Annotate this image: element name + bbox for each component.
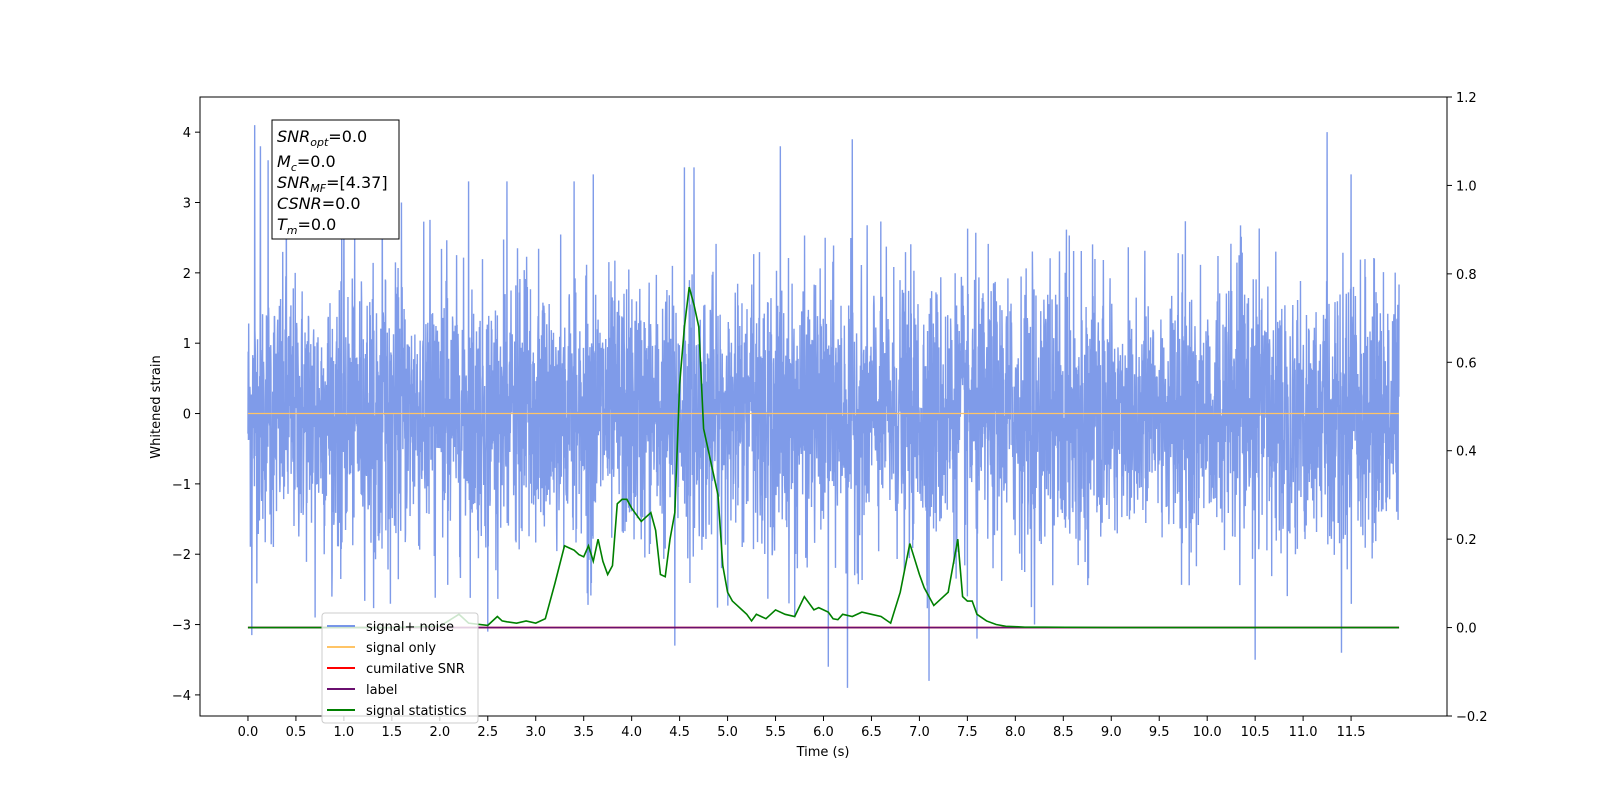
x-tick-label: 10.0: [1193, 725, 1222, 740]
annotation-tm: Tm=0.0: [277, 215, 336, 237]
y-tick-label: 2: [183, 267, 191, 282]
legend-label-signal-statistics: signal statistics: [366, 704, 467, 719]
x-tick-label: 8.0: [1005, 725, 1026, 740]
y2-tick-label: 0.0: [1456, 622, 1477, 637]
x-tick-label: 11.0: [1289, 725, 1318, 740]
x-tick-label: 1.0: [334, 725, 355, 740]
y2-tick-label: −0.2: [1456, 710, 1488, 725]
x-tick-label: 8.5: [1053, 725, 1074, 740]
x-tick-label: 2.5: [477, 725, 498, 740]
y2-tick-label: 1.0: [1456, 179, 1477, 194]
y-axis-label: Whitened strain: [149, 355, 164, 458]
y2-tick-label: 0.4: [1456, 445, 1477, 460]
y2-tick-label: 1.2: [1456, 91, 1477, 106]
x-tick-label: 9.5: [1149, 725, 1170, 740]
annotation-snr-mf: SNRMF=[4.37]: [277, 173, 388, 195]
annotation-csnr: CSNR=0.0: [277, 194, 361, 213]
x-tick-label: 9.0: [1101, 725, 1122, 740]
x-tick-label: 7.5: [957, 725, 978, 740]
legend-label-signal-only: signal only: [366, 641, 436, 656]
y2-tick-label: 0.8: [1456, 268, 1477, 283]
y-tick-label: −1: [172, 478, 191, 493]
x-tick-label: 6.5: [861, 725, 882, 740]
x-tick-label: 3.0: [525, 725, 546, 740]
legend-label-label: label: [366, 683, 397, 698]
x-tick-label: 11.5: [1337, 725, 1366, 740]
x-tick-label: 5.0: [717, 725, 738, 740]
signal-statistics-line: [247, 286, 1400, 629]
x-tick-label: 4.5: [669, 725, 690, 740]
x-tick-label: 1.5: [382, 725, 403, 740]
y2-axis-ticks: −0.2 0.0 0.2 0.4 0.6 0.8 1.0 1.2: [1447, 91, 1488, 725]
annotation-snr-opt: SNRopt=0.0: [277, 127, 367, 149]
y-tick-label: −2: [172, 548, 191, 563]
y-tick-label: −3: [172, 619, 191, 634]
x-axis-ticks: 0.0 0.5 1.0 1.5 2.0 2.5 3.0 3.5 4.0 4.5 5.0 5.5 6.0 6…: [238, 716, 1366, 740]
x-tick-label: 7.0: [909, 725, 930, 740]
y2-tick-label: 0.6: [1456, 356, 1477, 371]
stats-annotation-box: SNRopt=0.0 Mc=0.0 SNRMF=[4.37] CSNR=0.0 …: [271, 119, 400, 240]
y2-tick-label: 0.2: [1456, 533, 1477, 548]
x-tick-label: 6.0: [813, 725, 834, 740]
x-tick-label: 0.5: [286, 725, 307, 740]
x-tick-label: 3.5: [573, 725, 594, 740]
y-tick-label: 0: [183, 408, 191, 423]
x-tick-label: 2.0: [429, 725, 450, 740]
annotation-mc: Mc=0.0: [277, 152, 336, 174]
x-tick-label: 4.0: [621, 725, 642, 740]
y-tick-label: 1: [183, 337, 191, 352]
y-tick-label: −4: [172, 689, 191, 704]
legend-label-signal-noise: signal+ noise: [366, 620, 454, 635]
x-axis-label: Time (s): [796, 745, 850, 760]
legend: signal+ noise signal only cumilative SNR la…: [321, 612, 479, 724]
y-tick-label: 4: [183, 126, 191, 141]
y-tick-label: 3: [183, 197, 191, 212]
legend-label-cumilative-snr: cumilative SNR: [366, 662, 465, 677]
x-tick-label: 5.5: [765, 725, 786, 740]
x-tick-label: 10.5: [1241, 725, 1270, 740]
y-axis-ticks: −4 −3 −2 −1 0 1 2 3 4: [172, 126, 200, 704]
signal-noise-line: [247, 125, 1400, 688]
x-tick-label: 0.0: [238, 725, 259, 740]
signal-noise-series: [247, 125, 1400, 688]
